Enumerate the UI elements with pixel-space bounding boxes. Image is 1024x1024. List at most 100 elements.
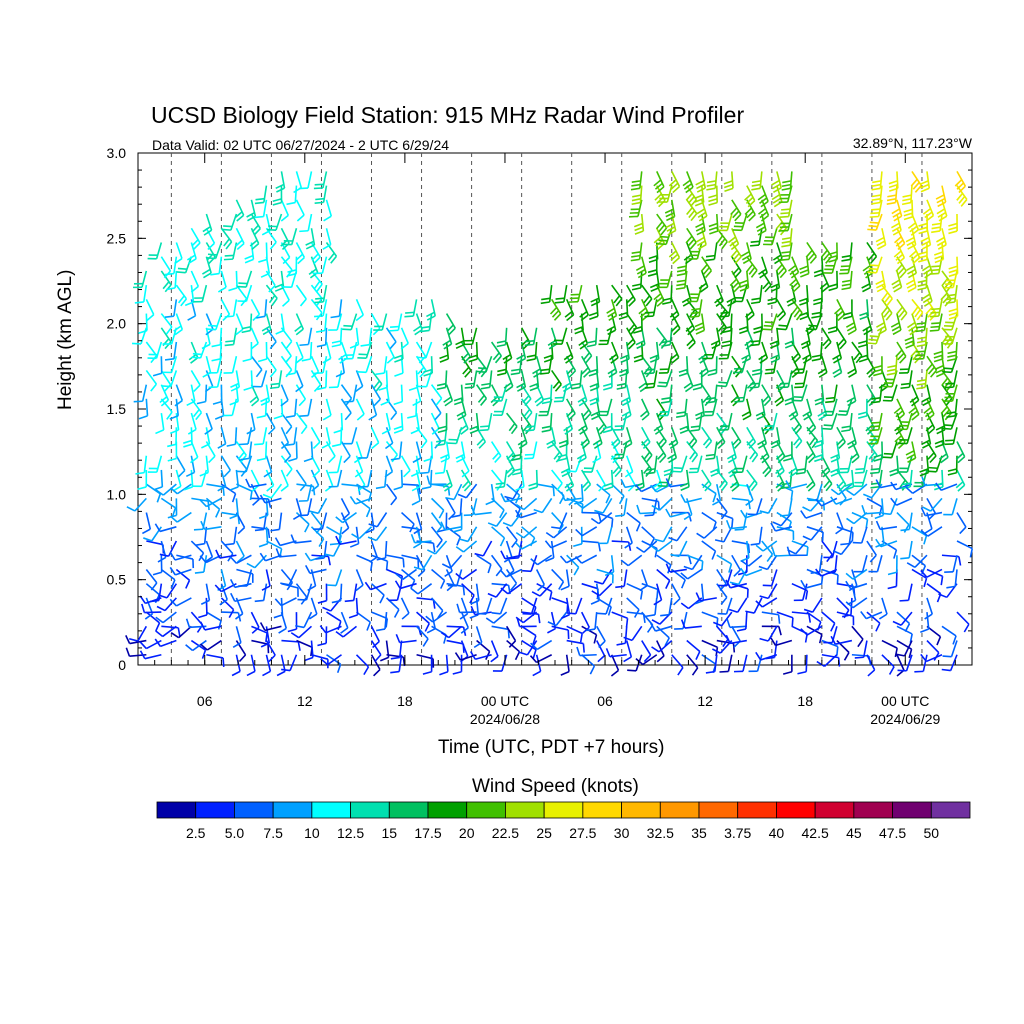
wind-barb — [602, 413, 613, 434]
wind-barb — [415, 625, 429, 647]
wind-barb — [440, 441, 450, 463]
wind-barb — [199, 497, 222, 508]
wind-barb — [597, 597, 613, 615]
wind-barb — [814, 384, 825, 406]
wind-barb — [588, 356, 599, 377]
colorbar-swatch — [427, 801, 468, 819]
wind-barb — [650, 622, 672, 632]
wind-barb — [412, 526, 422, 549]
colorbar-swatch — [659, 801, 700, 819]
y-axis: 0 0.5 1.0 1.5 2.0 2.5 3.0 — [107, 145, 972, 673]
colorbar-swatch — [272, 801, 313, 819]
wind-barb — [370, 313, 381, 336]
wind-barb — [758, 341, 769, 364]
wind-barb — [529, 654, 553, 664]
wind-barb — [869, 199, 883, 218]
wind-barb — [295, 242, 306, 265]
wind-barb — [408, 370, 419, 392]
wind-barb — [596, 625, 606, 648]
wind-barb — [155, 412, 165, 435]
wind-barb — [305, 228, 316, 250]
wind-barb — [703, 398, 718, 417]
wind-barb — [333, 413, 344, 434]
wind-barb — [785, 480, 808, 490]
wind-barb — [775, 256, 787, 279]
wind-barb — [287, 612, 298, 633]
wind-barb — [413, 554, 433, 571]
wind-barb — [351, 526, 373, 540]
wind-barb — [618, 299, 629, 320]
wind-barb — [765, 640, 778, 660]
wind-barb — [219, 583, 228, 606]
wind-barb — [273, 398, 284, 420]
wind-barb — [905, 483, 928, 494]
wind-barb — [335, 625, 358, 638]
wind-barb — [280, 569, 298, 586]
wind-barb — [358, 469, 373, 488]
wind-barb — [851, 625, 864, 648]
wind-barb — [545, 526, 568, 539]
wind-barb — [611, 284, 623, 307]
wind-barb — [544, 540, 567, 549]
wind-barb — [770, 637, 793, 647]
wind-barb — [686, 554, 704, 571]
wind-barb — [813, 256, 824, 278]
wind-barb — [240, 441, 253, 461]
wind-barb — [627, 654, 643, 672]
colorbar-label: 50 — [923, 825, 939, 841]
wind-barb — [847, 356, 858, 378]
wind-barb — [505, 526, 518, 548]
wind-barb — [443, 384, 454, 407]
wind-barb — [653, 583, 663, 606]
x-axis-label: Time (UTC, PDT +7 hours) — [438, 737, 665, 758]
wind-barb — [624, 455, 634, 478]
wind-barb — [916, 370, 928, 390]
wind-barb — [295, 341, 304, 364]
wind-barb — [386, 554, 405, 568]
wind-barb — [274, 270, 285, 292]
wind-barb — [298, 483, 313, 502]
wind-barb — [133, 384, 148, 403]
wind-barb — [431, 497, 445, 519]
wind-barb — [447, 427, 463, 445]
wind-barb — [299, 213, 313, 233]
wind-barb — [701, 511, 717, 531]
wind-barb — [439, 654, 449, 676]
wind-barb — [254, 185, 268, 205]
wind-barb — [477, 597, 493, 615]
wind-barb — [905, 441, 917, 463]
wind-barb — [802, 526, 823, 541]
wind-barb — [225, 526, 238, 546]
wind-barb — [475, 384, 488, 406]
wind-barb — [254, 427, 268, 446]
wind-barb — [747, 498, 763, 516]
wind-barb — [229, 469, 240, 491]
wind-barb — [174, 384, 184, 407]
wind-barb — [869, 412, 883, 432]
wind-barb — [832, 341, 843, 364]
wind-barb — [563, 341, 574, 364]
wind-barb — [857, 398, 868, 419]
wind-barb — [574, 313, 585, 335]
wind-barb — [749, 228, 763, 247]
wind-barb — [901, 185, 913, 206]
wind-barb — [626, 597, 640, 618]
wind-barb — [444, 554, 453, 578]
wind-barb — [675, 398, 688, 418]
wind-barb — [890, 481, 913, 491]
wind-barb — [656, 640, 665, 663]
wind-barb — [385, 341, 395, 364]
wind-barb — [360, 327, 373, 347]
wind-barb — [799, 256, 810, 278]
wind-barb — [920, 568, 943, 578]
wind-barb — [823, 398, 838, 417]
wind-barb — [370, 426, 380, 450]
wind-barb — [920, 526, 943, 537]
wind-barb — [413, 313, 423, 336]
wind-barb — [476, 554, 492, 574]
wind-barb — [748, 654, 763, 673]
wind-barb — [767, 285, 778, 305]
wind-barb — [898, 455, 913, 473]
wind-barb — [230, 370, 241, 392]
wind-barb — [954, 171, 967, 194]
